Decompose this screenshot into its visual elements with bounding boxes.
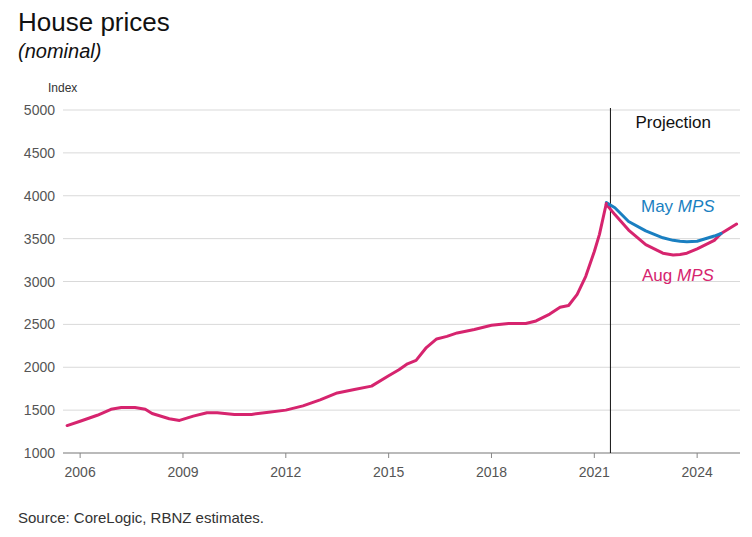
series-label-part: Aug — [642, 266, 677, 285]
x-axis-line — [63, 453, 740, 454]
grid-line — [63, 152, 740, 153]
grid-line — [63, 281, 740, 282]
grid-line — [63, 410, 740, 411]
series-label-part: MPS — [677, 266, 715, 285]
annotation: Projection — [635, 113, 711, 132]
grid-line — [63, 110, 740, 111]
x-tick-label: 2015 — [373, 464, 404, 480]
title: House prices — [18, 7, 170, 37]
x-tick — [697, 453, 698, 458]
y-axis-label: Index — [48, 81, 77, 95]
grid-line — [63, 324, 740, 325]
x-tick-label: 2024 — [682, 464, 713, 480]
grid-line — [63, 453, 740, 454]
y-tick-label: 2500 — [24, 316, 55, 332]
y-tick-label: 1000 — [24, 445, 55, 461]
series-line — [67, 203, 606, 425]
grid-line — [63, 195, 740, 196]
y-tick-label: 4000 — [24, 188, 55, 204]
y-tick-label: 1500 — [24, 402, 55, 418]
x-tick — [491, 453, 492, 458]
x-tick-label: 2012 — [270, 464, 301, 480]
y-tick-label: 3500 — [24, 231, 55, 247]
y-tick-label: 3000 — [24, 274, 55, 290]
x-tick — [594, 453, 595, 458]
x-tick-label: 2006 — [65, 464, 96, 480]
series-label: Aug MPS — [642, 266, 714, 285]
x-tick-label: 2009 — [167, 464, 198, 480]
x-tick-label: 2018 — [476, 464, 507, 480]
series-label-part: MPS — [678, 197, 716, 216]
plot-area — [67, 203, 736, 426]
series-label-part: May — [641, 197, 678, 216]
x-tick — [80, 453, 81, 458]
projection-line — [610, 108, 611, 453]
source: Source: CoreLogic, RBNZ estimates. — [18, 509, 264, 526]
x-tick — [388, 453, 389, 458]
subtitle: (nominal) — [18, 40, 101, 62]
y-tick-label: 5000 — [24, 102, 55, 118]
x-tick — [285, 453, 286, 458]
y-tick-label: 4500 — [24, 145, 55, 161]
x-tick — [182, 453, 183, 458]
x-tick-label: 2021 — [579, 464, 610, 480]
series-label: May MPS — [641, 197, 715, 216]
y-tick-label: 2000 — [24, 359, 55, 375]
